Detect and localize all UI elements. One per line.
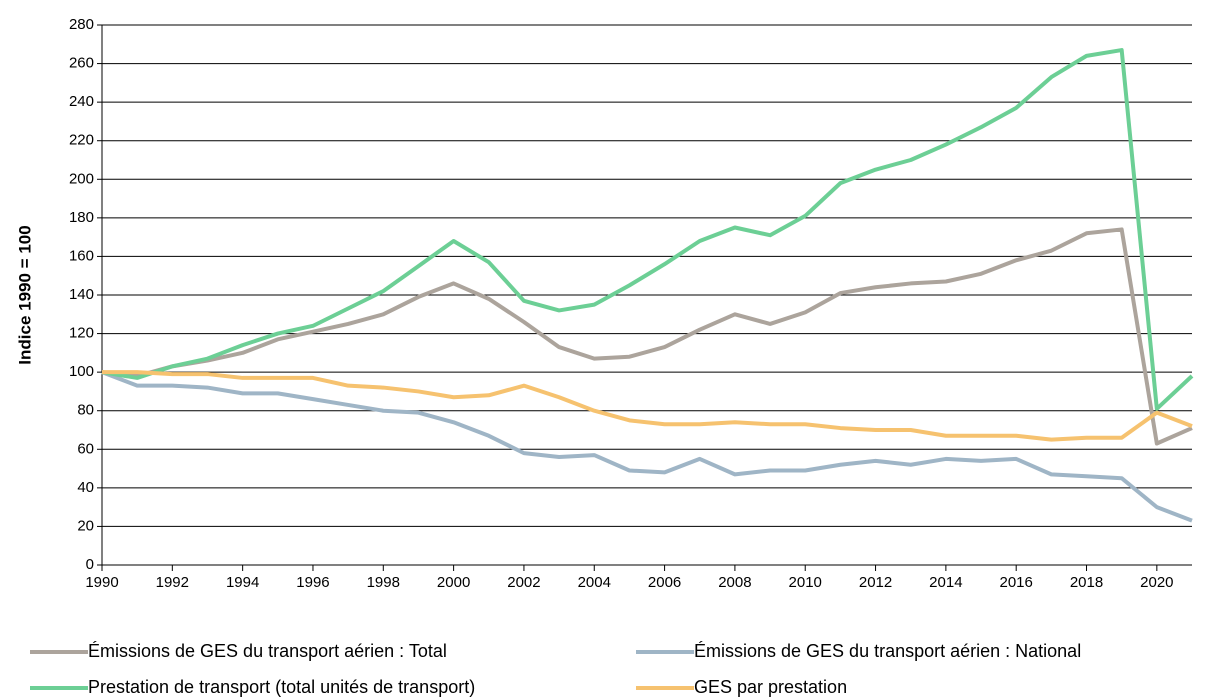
x-tick-label: 2018 [1070, 574, 1103, 591]
y-tick-label: 20 [77, 517, 94, 534]
x-tick-label: 2020 [1140, 574, 1173, 591]
y-tick-label: 240 [69, 93, 94, 110]
y-tick-label: 60 [77, 440, 94, 457]
legend-label: Émissions de GES du transport aérien : N… [694, 641, 1081, 661]
x-tick-label: 1996 [296, 574, 329, 591]
y-tick-label: 80 [77, 402, 94, 419]
x-tick-label: 1994 [226, 574, 259, 591]
y-tick-label: 140 [69, 286, 94, 303]
x-tick-label: 2006 [648, 574, 681, 591]
x-tick-label: 2010 [789, 574, 822, 591]
legend-label: Émissions de GES du transport aérien : T… [88, 641, 447, 661]
series-line [101, 48, 1194, 411]
x-tick-label: 2008 [718, 574, 751, 591]
y-tick-label: 0 [86, 556, 94, 573]
legend: Émissions de GES du transport aérien : T… [30, 641, 1081, 697]
legend-label: Prestation de transport (total unités de… [88, 677, 475, 697]
series-line [101, 370, 1193, 523]
series-line [101, 227, 1193, 446]
x-tick-label: 2012 [859, 574, 892, 591]
y-tick-label: 100 [69, 363, 94, 380]
x-tick-label: 1990 [85, 574, 118, 591]
x-tick-label: 1992 [156, 574, 189, 591]
x-tick-label: 2014 [929, 574, 962, 591]
y-tick-label: 180 [69, 209, 94, 226]
x-tick-label: 2000 [437, 574, 470, 591]
y-tick-label: 280 [69, 16, 94, 33]
x-tick-label: 1998 [367, 574, 400, 591]
y-tick-label: 160 [69, 247, 94, 264]
x-tick-label: 2016 [1000, 574, 1033, 591]
x-tick-label: 2002 [507, 574, 540, 591]
y-tick-label: 120 [69, 325, 94, 342]
x-tick-label: 2004 [578, 574, 611, 591]
legend-label: GES par prestation [694, 677, 847, 697]
series-line [102, 370, 1193, 442]
y-tick-label: 220 [69, 132, 94, 149]
y-tick-label: 40 [77, 479, 94, 496]
y-tick-label: 200 [69, 170, 94, 187]
y-tick-label: 260 [69, 55, 94, 72]
y-axis-label: Indice 1990 = 100 [15, 225, 34, 364]
